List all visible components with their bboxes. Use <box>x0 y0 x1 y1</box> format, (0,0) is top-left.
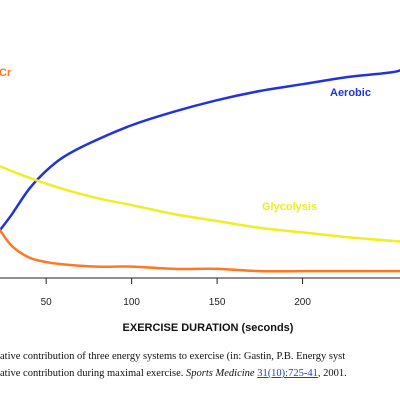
x-tick-label-150: 150 <box>209 297 226 308</box>
series-line-glycolysis <box>0 165 400 243</box>
figure-caption-line-1: ative contribution of three energy syste… <box>0 350 400 364</box>
series-label-atp-pcr: Cr <box>0 67 12 79</box>
series-line-aerobic <box>0 69 400 232</box>
x-tick-label-100: 100 <box>123 297 140 308</box>
x-axis-label: EXERCISE DURATION (seconds) <box>123 322 294 334</box>
series-labels: Aerobic Glycolysis Cr <box>0 67 371 213</box>
caption-text-suffix: , 2001. <box>317 368 347 379</box>
caption-text-1: ative contribution of three energy syste… <box>0 351 346 362</box>
energy-systems-chart: 50 100 150 200 Aerobic Glycolysis Cr EXERCISE… <box>0 67 400 334</box>
series-label-aerobic: Aerobic <box>330 87 371 99</box>
x-tick-label-200: 200 <box>294 297 311 308</box>
series-lines <box>0 69 400 273</box>
x-tick-label-50: 50 <box>41 297 53 308</box>
citation-link[interactable]: 31(10):725-41 <box>257 368 318 379</box>
figure-caption-line-2: ative contribution during maximal exerci… <box>0 367 400 381</box>
x-axis-ticks: 50 100 150 200 <box>41 278 311 308</box>
series-label-glycolysis: Glycolysis <box>262 201 317 213</box>
journal-name: Sports Medicine <box>186 368 255 379</box>
series-line-atp-pcr <box>0 228 400 273</box>
caption-text-2: ative contribution during maximal exerci… <box>0 368 184 379</box>
